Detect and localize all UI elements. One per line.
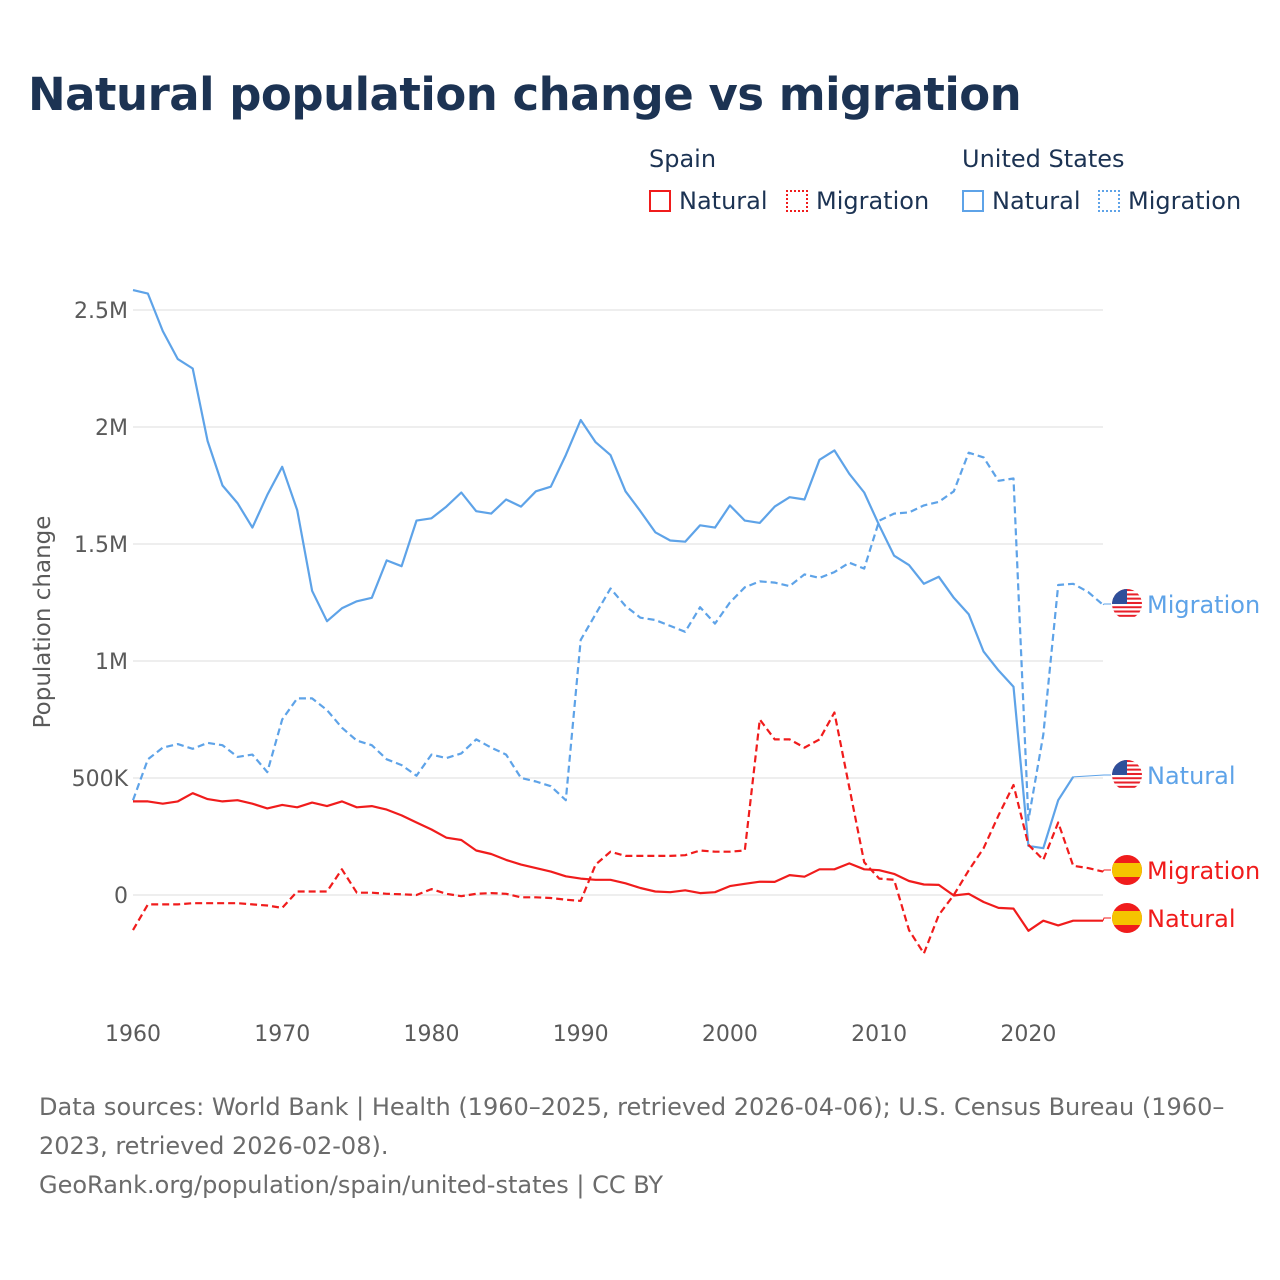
series-end-label: Migration xyxy=(1147,857,1260,885)
x-tick-label: 1960 xyxy=(105,1022,161,1047)
series-line-united-states-migration xyxy=(131,451,1104,822)
series-end-labels: Natural Migration Natural Migration xyxy=(1073,589,1260,933)
y-tick-label: 500K xyxy=(72,767,129,792)
legend-label: Natural xyxy=(992,187,1081,215)
series-line-spain-migration xyxy=(132,711,1104,955)
y-axis-ticks: 0 500K 1M 1.5M 2M 2.5M xyxy=(72,299,129,909)
series-lines xyxy=(131,289,1104,955)
label-leader-line xyxy=(1102,869,1111,872)
legend-label: Migration xyxy=(816,187,930,215)
footer: Data sources: World Bank | Health (1960–… xyxy=(39,1088,1249,1205)
x-tick-label: 2010 xyxy=(851,1022,907,1047)
legend-group-title: Spain xyxy=(649,145,717,173)
label-leader-line xyxy=(1073,774,1111,778)
x-tick-label: 1990 xyxy=(553,1022,609,1047)
x-tick-label: 1980 xyxy=(403,1022,459,1047)
legend-item-us-natural[interactable]: Natural xyxy=(962,187,1081,215)
us-flag-icon xyxy=(1112,760,1142,790)
us-flag-icon xyxy=(1112,589,1142,619)
line-chart: 0 500K 1M 1.5M 2M 2.5M 1960 1970 1980 1990 2000 20… xyxy=(30,289,1260,1047)
data-sources: Data sources: World Bank | Health (1960–… xyxy=(39,1093,1225,1160)
y-tick-label: 0 xyxy=(114,884,128,909)
x-tick-label: 2020 xyxy=(1000,1022,1056,1047)
series-end-label: Natural xyxy=(1147,762,1236,790)
y-axis-label: Population change xyxy=(30,516,56,729)
series-line-spain-natural xyxy=(133,792,1103,932)
legend-item-spain-natural[interactable]: Natural xyxy=(649,187,768,215)
legend-group-title: United States xyxy=(962,145,1125,173)
legend-swatch-dotted xyxy=(1098,190,1120,212)
y-tick-label: 2M xyxy=(95,416,128,441)
credit-link[interactable]: GeoRank.org/population/spain/united-stat… xyxy=(39,1171,664,1199)
x-axis-ticks: 1960 1970 1980 1990 2000 2010 2020 xyxy=(105,1022,1056,1047)
series-end-label: Migration xyxy=(1147,591,1260,619)
chart-title: Natural population change vs migration xyxy=(28,68,1022,121)
y-tick-label: 2.5M xyxy=(74,299,128,324)
series-end-label: Natural xyxy=(1147,905,1236,933)
spain-flag-icon xyxy=(1112,903,1142,933)
spain-flag-icon xyxy=(1112,855,1142,885)
legend-label: Migration xyxy=(1128,187,1242,215)
legend-item-spain-migration[interactable]: Migration xyxy=(786,187,929,215)
label-leader-line xyxy=(1102,917,1111,921)
series-line-united-states-natural xyxy=(132,289,1075,850)
y-tick-label: 1.5M xyxy=(74,533,128,558)
y-tick-label: 1M xyxy=(95,650,128,675)
label-leader-line xyxy=(1102,603,1111,606)
x-tick-label: 1970 xyxy=(254,1022,310,1047)
legend-item-us-migration[interactable]: Migration xyxy=(1098,187,1241,215)
legend-label: Natural xyxy=(679,187,768,215)
x-tick-label: 2000 xyxy=(702,1022,758,1047)
legend-swatch-solid xyxy=(649,190,671,212)
legend-swatch-solid xyxy=(962,190,984,212)
legend-swatch-dotted xyxy=(786,190,808,212)
